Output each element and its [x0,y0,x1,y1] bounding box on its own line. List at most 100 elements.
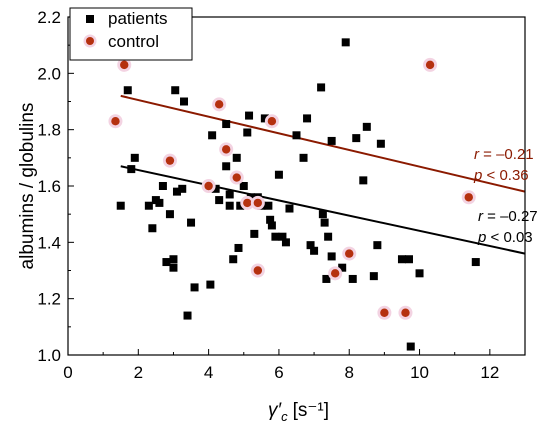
y-tick-label: 1.6 [37,177,61,196]
point-control [229,170,244,185]
point-patients [274,170,283,179]
point-patients [127,165,136,174]
x-tick-label: 10 [410,363,429,382]
point-patients [266,215,275,224]
point-dot [232,173,241,182]
plot-border [67,16,526,356]
point-dot [243,198,252,208]
y-tick-label: 1.0 [37,346,61,365]
point-dot [380,308,389,317]
point-patients [322,274,331,283]
point-patients [352,134,361,143]
point-patients [169,263,178,272]
point-patients [324,232,333,241]
legend-control-label: control [108,32,159,51]
point-patients [190,283,199,292]
point-patients [171,86,180,95]
point-patients [471,258,480,267]
point-patients [172,187,181,196]
point-patients [373,241,382,250]
point-dot [253,198,263,208]
x-tick-label: 8 [344,363,353,382]
point-patients [158,182,167,190]
x-tick-label: 0 [63,363,72,382]
point-patients [406,342,415,351]
point-patients [404,255,413,264]
point-patients [303,114,312,123]
point-patients [144,201,153,210]
point-patients [234,243,243,252]
point-patients [187,218,196,227]
point-control [264,114,279,129]
y-axis: 1.0 1.2 1.4 1.6 1.8 2.0 2.2 [37,8,74,365]
y-axis-label: albumins / globulins [17,103,38,270]
x-tick-label: 4 [204,363,213,382]
point-patients [250,229,259,238]
point-control [398,305,413,320]
point-dot [214,100,224,109]
point-control [342,246,357,261]
point-patients [281,238,290,247]
point-dot [267,117,277,126]
point-dot [253,266,263,275]
annotation-control-p: p < 0.36 [473,167,529,184]
point-patients [180,97,189,106]
point-patients [415,269,424,278]
point-patients [306,241,315,250]
point-patients [320,218,329,227]
point-dot [464,193,473,202]
point-control [250,263,265,278]
point-patients [397,255,406,264]
point-patients [245,111,254,120]
point-patients [183,311,192,320]
point-patients [327,252,336,261]
annotation-patients-r: r = –0.27 [478,208,538,225]
point-patients [278,232,287,241]
point-dot [401,308,410,317]
legend-patients-label: patients [108,9,168,28]
point-patients [206,280,215,289]
point-patients [285,204,294,213]
point-patients [225,201,234,210]
point-patients [222,120,231,129]
annotation-control: r = –0.21 p < 0.36 [473,146,534,184]
y-tick-label: 1.4 [37,233,61,252]
x-tick-label: 2 [134,363,143,382]
point-patients [327,136,336,145]
point-patients [162,258,171,267]
point-patients [267,221,276,230]
x-tick-label: 6 [274,363,283,382]
point-patients [229,255,238,264]
point-patients [318,210,327,219]
point-patients [222,162,231,171]
point-patients [148,224,157,233]
fit-line-patients [120,165,526,255]
y-tick-label: 1.8 [37,121,61,140]
point-control [328,266,343,281]
data-points [108,38,480,351]
point-dot [111,117,120,126]
x-tick-label: 12 [480,363,499,382]
point-patients [338,263,347,272]
point-dot [221,145,231,154]
y-tick-label: 2.2 [37,8,61,27]
point-patients [130,153,139,162]
point-control [117,57,132,72]
point-control [162,153,177,168]
point-control [423,57,438,72]
point-patients [169,255,178,264]
point-patients [155,198,164,207]
point-control [240,195,255,210]
point-patients [348,274,357,283]
point-patients [165,210,174,219]
point-patients [341,38,350,47]
point-patients [178,184,187,193]
point-control [377,305,392,320]
x-axis-label: γ′c [s⁻¹] [268,400,329,424]
point-patients [299,153,308,162]
point-patients [369,272,378,281]
annotation-patients-p: p < 0.03 [477,229,533,246]
point-patients [292,131,301,140]
point-patients [239,182,248,190]
